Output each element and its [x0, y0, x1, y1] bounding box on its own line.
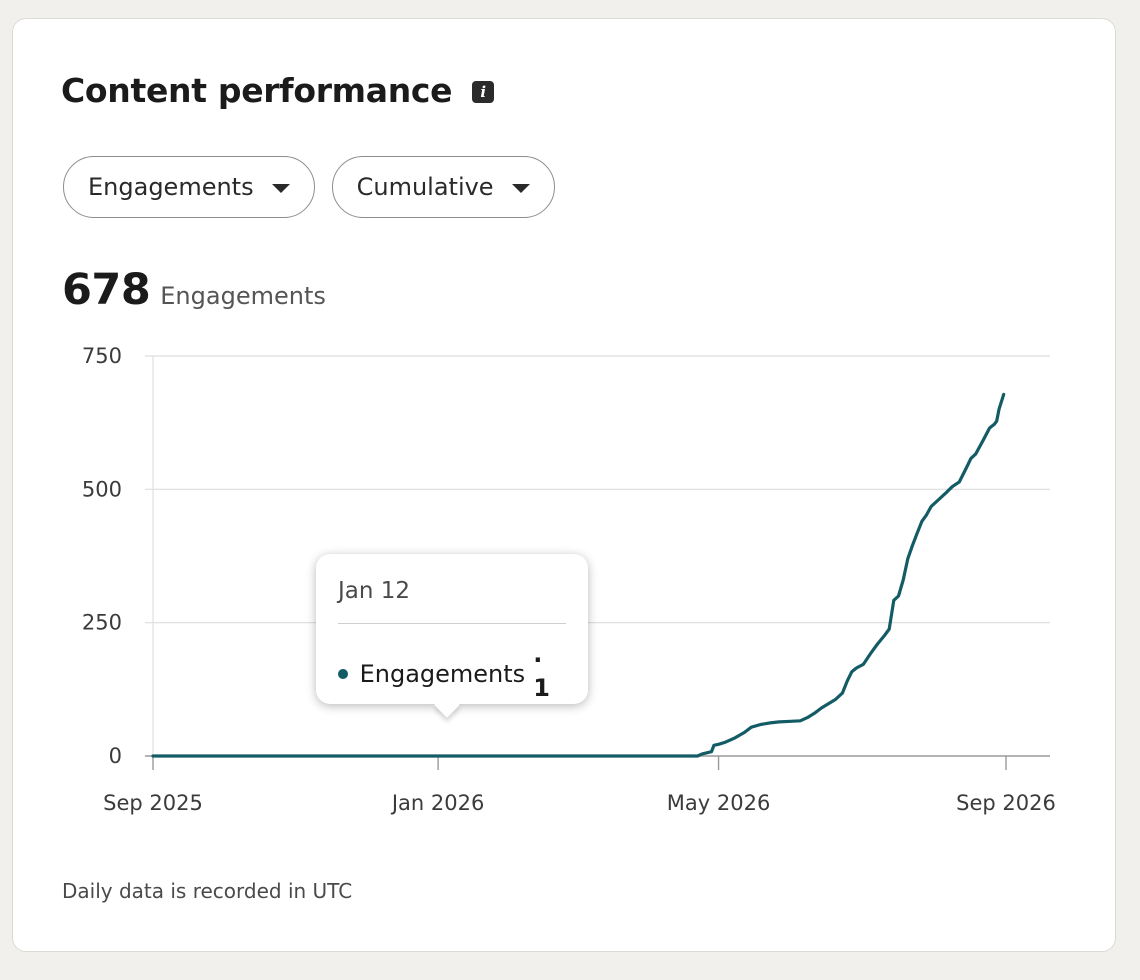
gridlines — [145, 355, 1050, 757]
aggregation-dropdown-label: Cumulative — [356, 173, 494, 201]
tooltip-row: Engagements · 1 — [338, 646, 566, 702]
footnote: Daily data is recorded in UTC — [62, 879, 353, 903]
series-dot-icon — [338, 669, 348, 679]
x-tick-label: Sep 2026 — [956, 791, 1056, 815]
caret-down-icon — [271, 183, 290, 193]
total-label: Engagements — [160, 282, 326, 310]
info-icon[interactable]: i — [472, 80, 495, 103]
x-tick-label: Jan 2026 — [390, 791, 485, 815]
filter-bar: Engagements Cumulative — [63, 156, 555, 218]
series-line-engagements[interactable] — [151, 392, 1006, 758]
content-performance-card: Content performance i Engagements Cumula… — [12, 18, 1116, 952]
x-tick-label: May 2026 — [667, 791, 771, 815]
y-tick-label: 250 — [82, 611, 122, 635]
summary-total: 678 Engagements — [62, 265, 326, 315]
x-axis: Sep 2025 Jan 2026 May 2026 Sep 2026 — [103, 756, 1056, 815]
chart-tooltip: Jan 12 Engagements · 1 — [316, 554, 588, 704]
tooltip-value: · 1 — [533, 646, 550, 702]
y-tick-label: 500 — [82, 477, 122, 501]
aggregation-dropdown[interactable]: Cumulative — [331, 156, 555, 218]
metric-dropdown-label: Engagements — [88, 173, 254, 201]
caret-down-icon — [511, 183, 530, 193]
title-row: Content performance i — [61, 71, 495, 110]
tooltip-series-name: Engagements — [359, 660, 526, 688]
y-axis: 0 250 500 750 — [82, 344, 122, 768]
total-value: 678 — [62, 265, 151, 315]
page-title: Content performance — [61, 71, 453, 110]
x-tick-label: Sep 2025 — [103, 791, 203, 815]
tooltip-date: Jan 12 — [338, 578, 411, 604]
y-tick-label: 0 — [109, 744, 122, 768]
metric-dropdown[interactable]: Engagements — [63, 156, 315, 218]
tooltip-divider — [338, 623, 566, 624]
y-tick-label: 750 — [82, 344, 122, 368]
